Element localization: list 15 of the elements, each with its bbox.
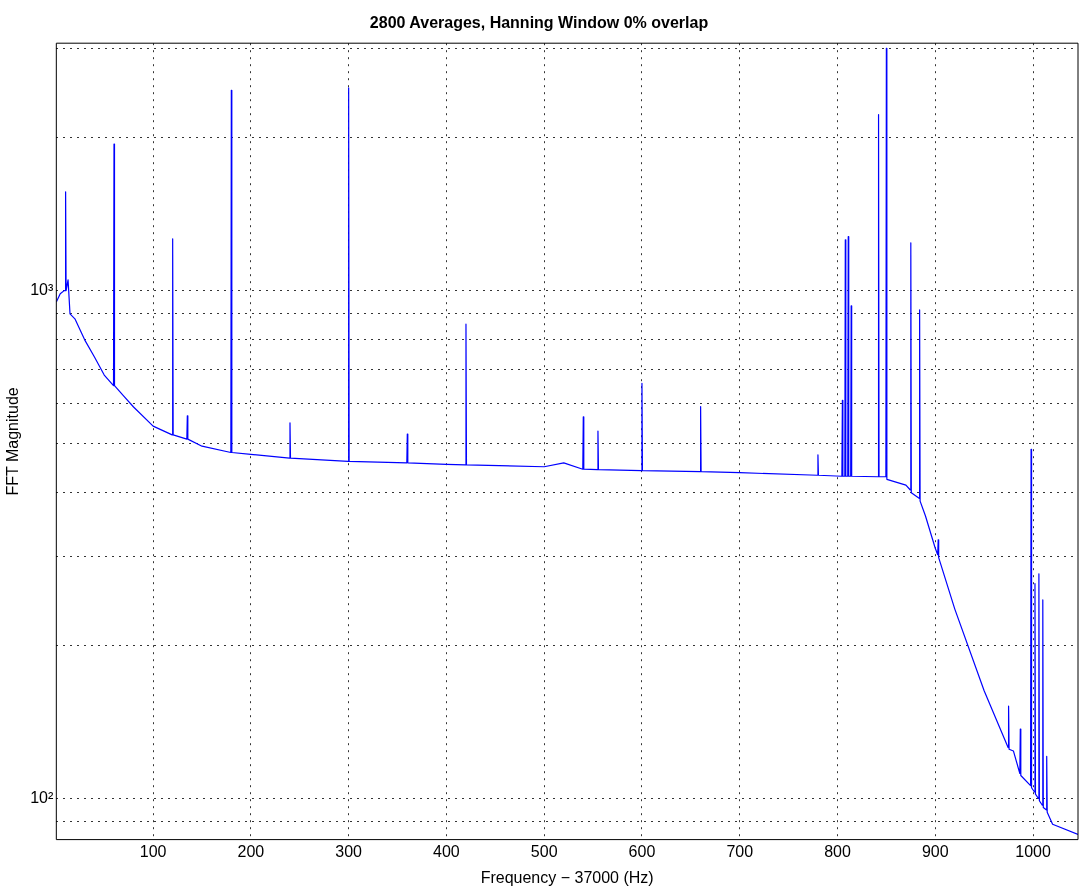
x-axis-title: Frequency − 37000 (Hz) xyxy=(480,868,654,886)
y-tick-label: 10³ xyxy=(30,281,54,299)
x-tick-label: 700 xyxy=(726,842,754,860)
x-tick-label: 300 xyxy=(335,842,363,860)
x-tick-label: 500 xyxy=(530,842,558,860)
x-tick-label: 800 xyxy=(824,842,851,860)
y-axis-title: FFT Magnitude xyxy=(4,387,22,496)
x-tick-label: 1000 xyxy=(1015,842,1051,860)
x-tick-label: 100 xyxy=(139,842,167,860)
x-tick-label: 400 xyxy=(433,842,460,860)
x-tick-label: 600 xyxy=(628,842,656,860)
x-tick-label: 900 xyxy=(921,842,949,860)
y-tick-label: 10² xyxy=(30,788,54,806)
chart-title: 2800 Averages, Hanning Window 0% overlap xyxy=(369,14,709,32)
x-tick-label: 200 xyxy=(237,842,265,860)
